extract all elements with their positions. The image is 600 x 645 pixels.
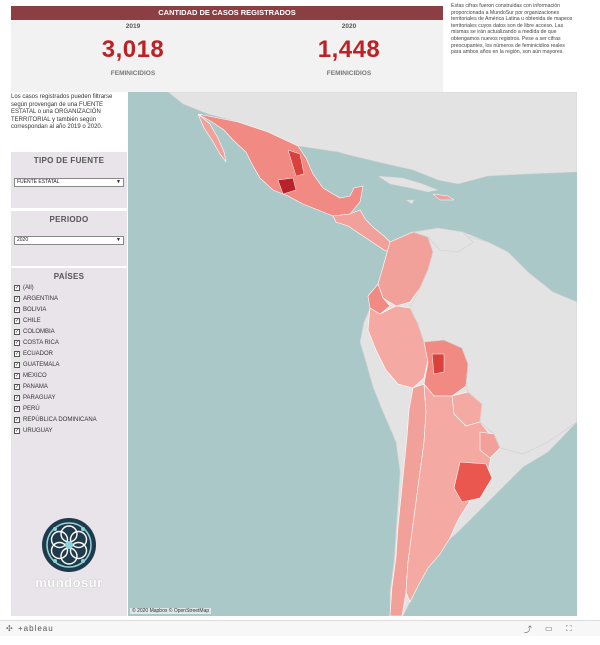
region-bolivia xyxy=(423,339,469,397)
latam-choropleth-map[interactable] xyxy=(128,92,577,616)
country-item-uruguay[interactable]: ✓ URUGUAY xyxy=(14,425,124,436)
tableau-logo-icon: ✣ xyxy=(6,624,13,633)
filter-intro-text: Los casos registrados pueden filtrarse s… xyxy=(11,94,113,131)
region-baja-california xyxy=(197,113,227,163)
country-label: (All) xyxy=(23,284,34,291)
checkbox-icon[interactable]: ✓ xyxy=(14,328,20,335)
paises-filter-panel: PAÍSES ✓ (All) ✓ ARGENTINA ✓ BOLIVIA ✓ CHILE… xyxy=(11,268,127,510)
land-venezuela xyxy=(412,227,474,253)
island-jamaica xyxy=(405,199,415,205)
country-item-chile[interactable]: ✓ CHILE xyxy=(14,315,124,326)
fuente-filter-panel: TIPO DE FUENTE FUENTE ESTATAL ▼ xyxy=(11,152,127,208)
country-label: REPÚBLICA DOMINICANA xyxy=(23,416,97,423)
checkbox-icon[interactable]: ✓ xyxy=(14,361,20,368)
country-item-panama[interactable]: ✓ PANAMA xyxy=(14,381,124,392)
region-mexico-city xyxy=(277,177,297,195)
periodo-select[interactable]: 2020 ▼ xyxy=(14,236,124,245)
land-north-america xyxy=(167,92,577,185)
kpi-label-2020: FEMINICIDIOS xyxy=(326,70,372,77)
paises-filter-title: PAÍSES xyxy=(53,272,85,281)
mundosur-logo-area: mundosur xyxy=(11,510,127,616)
checkbox-icon[interactable]: ✓ xyxy=(14,383,20,390)
country-label: PANAMA xyxy=(23,383,48,390)
country-item-republica-dominicana[interactable]: ✓ REPÚBLICA DOMINICANA xyxy=(14,414,124,425)
map-view[interactable]: © 2020 Mapbox © OpenStreetMap xyxy=(128,92,577,616)
country-item-paraguay[interactable]: ✓ PARAGUAY xyxy=(14,392,124,403)
checkbox-icon[interactable]: ✓ xyxy=(14,350,20,357)
region-bolivia-hot xyxy=(431,353,445,375)
country-label: GUATEMALA xyxy=(23,361,60,368)
map-attribution[interactable]: © 2020 Mapbox © OpenStreetMap xyxy=(130,608,212,614)
country-item-all[interactable]: ✓ (All) xyxy=(14,282,124,293)
kpi-value-2020[interactable]: 1,448 xyxy=(317,36,381,63)
checkbox-icon[interactable]: ✓ xyxy=(14,372,20,379)
tableau-brand[interactable]: +ableau xyxy=(18,624,54,633)
country-label: CHILE xyxy=(23,317,41,324)
country-item-costa-rica[interactable]: ✓ COSTA RICA xyxy=(14,337,124,348)
land-brazil xyxy=(409,233,577,455)
fullscreen-icon[interactable]: ⛶ xyxy=(566,624,572,633)
checkbox-icon[interactable]: ✓ xyxy=(14,394,20,401)
country-label: MEXICO xyxy=(23,372,47,379)
fuente-select[interactable]: FUENTE ESTATAL ▼ xyxy=(14,178,124,187)
region-buenos-aires xyxy=(453,461,493,503)
region-uruguay xyxy=(479,431,501,459)
fuente-filter-title: TIPO DE FUENTE xyxy=(33,156,105,165)
region-peru xyxy=(367,305,429,389)
country-label: URUGUAY xyxy=(23,427,53,434)
checkbox-icon[interactable]: ✓ xyxy=(14,317,20,324)
island-cuba xyxy=(377,175,439,193)
checkbox-icon[interactable]: ✓ xyxy=(14,339,20,346)
country-item-bolivia[interactable]: ✓ BOLIVIA xyxy=(14,304,124,315)
tableau-footer: ✣ +ableau ⤴ ▭ ⛶ xyxy=(0,620,600,636)
checkbox-icon[interactable]: ✓ xyxy=(14,405,20,412)
country-item-ecuador[interactable]: ✓ ECUADOR xyxy=(14,348,124,359)
periodo-filter-panel: PERIODO 2020 ▼ xyxy=(11,211,127,266)
country-label: ECUADOR xyxy=(23,350,54,357)
kpi-year-2020: 2020 xyxy=(341,23,357,30)
info-text: Estas cifras fueron construidas con info… xyxy=(451,3,573,56)
checkbox-icon[interactable]: ✓ xyxy=(14,284,20,291)
share-icon[interactable]: ⤴ xyxy=(524,625,532,634)
region-argentina xyxy=(405,383,493,603)
checkbox-icon[interactable]: ✓ xyxy=(14,427,20,434)
kpi-value-2019[interactable]: 3,018 xyxy=(101,36,165,63)
fuente-select-value: FUENTE ESTATAL xyxy=(17,179,60,185)
chevron-down-icon: ▼ xyxy=(116,237,121,243)
island-hispaniola xyxy=(432,193,455,201)
country-item-argentina[interactable]: ✓ ARGENTINA xyxy=(14,293,124,304)
country-item-mexico[interactable]: ✓ MEXICO xyxy=(14,370,124,381)
country-list: ✓ (All) ✓ ARGENTINA ✓ BOLIVIA ✓ CHILE ✓ COLOM… xyxy=(14,282,124,436)
kpi-year-2019: 2019 xyxy=(125,23,141,30)
country-label: COLOMBIA xyxy=(23,328,55,335)
country-label: PERÚ xyxy=(23,405,40,412)
country-label: PARAGUAY xyxy=(23,394,56,401)
mundosur-logo-icon xyxy=(42,518,96,572)
comment-icon[interactable]: ▭ xyxy=(545,624,553,633)
checkbox-icon[interactable]: ✓ xyxy=(14,295,20,302)
country-label: BOLIVIA xyxy=(23,306,47,313)
chevron-down-icon: ▼ xyxy=(116,179,121,185)
checkbox-icon[interactable]: ✓ xyxy=(14,306,20,313)
region-mexico-east xyxy=(287,149,305,177)
periodo-select-value: 2020 xyxy=(17,237,29,243)
country-item-peru[interactable]: ✓ PERÚ xyxy=(14,403,124,414)
mundosur-logo-text: mundosur xyxy=(35,575,103,590)
country-item-colombia[interactable]: ✓ COLOMBIA xyxy=(14,326,124,337)
kpi-header-title: CANTIDAD DE CASOS REGISTRADOS xyxy=(11,6,443,20)
periodo-filter-title: PERIODO xyxy=(49,215,89,224)
country-item-guatemala[interactable]: ✓ GUATEMALA xyxy=(14,359,124,370)
country-label: COSTA RICA xyxy=(23,339,59,346)
kpi-panel: 2019 3,018 FEMINICIDIOS 2020 1,448 FEMIN… xyxy=(11,20,443,92)
kpi-label-2019: FEMINICIDIOS xyxy=(110,70,156,77)
checkbox-icon[interactable]: ✓ xyxy=(14,416,20,423)
country-label: ARGENTINA xyxy=(23,295,59,302)
